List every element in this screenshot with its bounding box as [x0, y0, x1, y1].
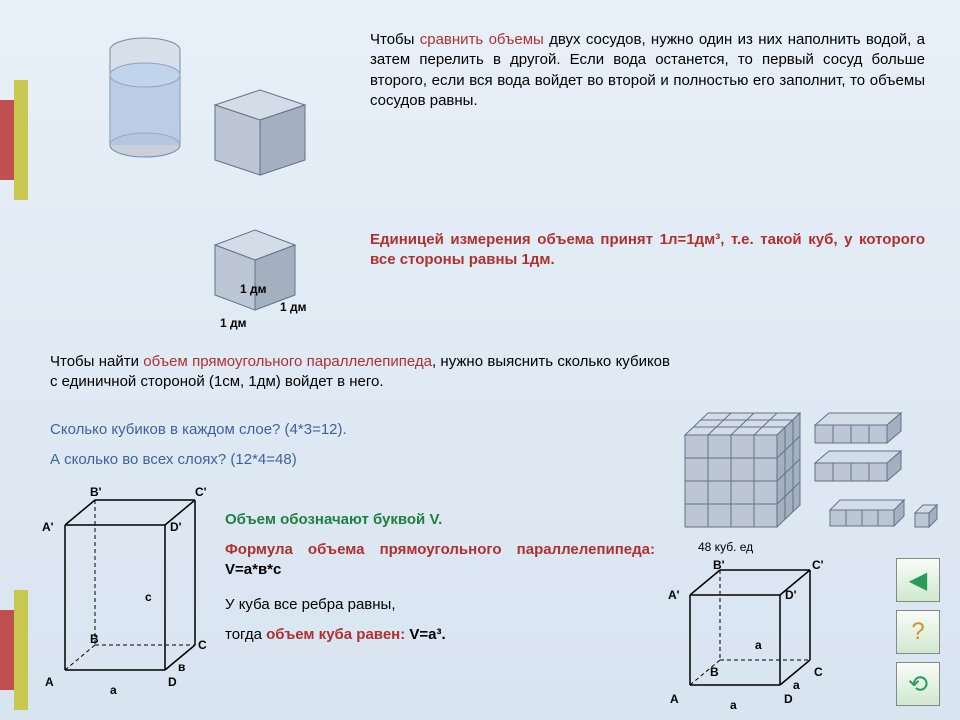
c-lbl-B: B — [710, 665, 719, 679]
back-icon: ◀ — [909, 566, 927, 595]
c-lbl-a3: а — [730, 698, 737, 712]
c-lbl-B1: B' — [713, 558, 725, 572]
lbl-B1: B' — [90, 485, 102, 499]
cube-dim-3: 1 дм — [220, 316, 247, 330]
figure-unit-cube — [195, 215, 325, 335]
para-compare-volumes: Чтобы сравнить объемы двух сосудов, нужн… — [370, 30, 925, 111]
figure-cylinder-cube — [85, 20, 315, 190]
help-icon: ? — [911, 618, 924, 646]
lbl-b: в — [178, 660, 185, 674]
home-icon: ⟲ — [908, 670, 928, 699]
para-unit: Единицей измерения объема принят 1л=1дм³… — [370, 230, 925, 271]
p9-t1: тогда — [225, 626, 266, 643]
nav-back-button[interactable]: ◀ — [896, 558, 940, 602]
c-lbl-a2: а — [793, 678, 800, 692]
lbl-B: B — [90, 632, 99, 646]
para-v-letter: Объем обозначают буквой V. — [225, 510, 655, 530]
c-lbl-C1: C' — [812, 558, 824, 572]
p1-t1: Чтобы — [370, 31, 420, 48]
p3-t1: Чтобы найти — [50, 353, 143, 370]
c-lbl-a1: а — [755, 638, 762, 652]
cube-dim-1: 1 дм — [240, 282, 267, 296]
c-lbl-A: A — [670, 692, 679, 706]
p9-formula: V=а³. — [409, 626, 445, 643]
c-lbl-D: D — [784, 692, 793, 706]
figure-cubes-48 — [680, 395, 940, 545]
p7-formula: V=а*в*с — [225, 561, 281, 578]
para-formula-box: Формула объема прямоугольного параллелеп… — [225, 540, 655, 581]
p1-highlight: сравнить объемы — [420, 31, 544, 48]
lbl-A1: A' — [42, 520, 54, 534]
lbl-C1: C' — [195, 485, 207, 499]
lbl-a: а — [110, 683, 117, 697]
nav-help-button[interactable]: ? — [896, 610, 940, 654]
c-lbl-A1: A' — [668, 588, 680, 602]
label-48: 48 куб. ед — [698, 540, 753, 554]
c-lbl-C: C — [814, 665, 823, 679]
cube-dim-2: 1 дм — [280, 300, 307, 314]
lbl-C: C — [198, 638, 207, 652]
accent-topleft — [0, 60, 40, 200]
para-find-volume: Чтобы найти объем прямоугольного паралле… — [50, 352, 670, 393]
c-lbl-D1: D' — [785, 588, 797, 602]
para-layer: Сколько кубиков в каждом слое? (4*3=12). — [50, 420, 650, 440]
p3-highlight: объем прямоугольного параллелепипеда — [143, 353, 432, 370]
accent-bottomleft — [0, 570, 40, 710]
para-cube-volume: тогда объем куба равен: V=а³. — [225, 625, 655, 645]
lbl-D: D — [168, 675, 177, 689]
nav-home-button[interactable]: ⟲ — [896, 662, 940, 706]
figure-parallelepiped — [40, 480, 220, 710]
para-cube-edges: У куба все ребра равны, — [225, 595, 655, 615]
lbl-D1: D' — [170, 520, 182, 534]
para-all-layers: А сколько во всех слоях? (12*4=48) — [50, 450, 650, 470]
p9-t2: объем куба равен: — [266, 626, 409, 643]
lbl-c: с — [145, 590, 152, 604]
lbl-A: A — [45, 675, 54, 689]
p7-t1: Формула объема прямоугольного параллелеп… — [225, 541, 655, 558]
